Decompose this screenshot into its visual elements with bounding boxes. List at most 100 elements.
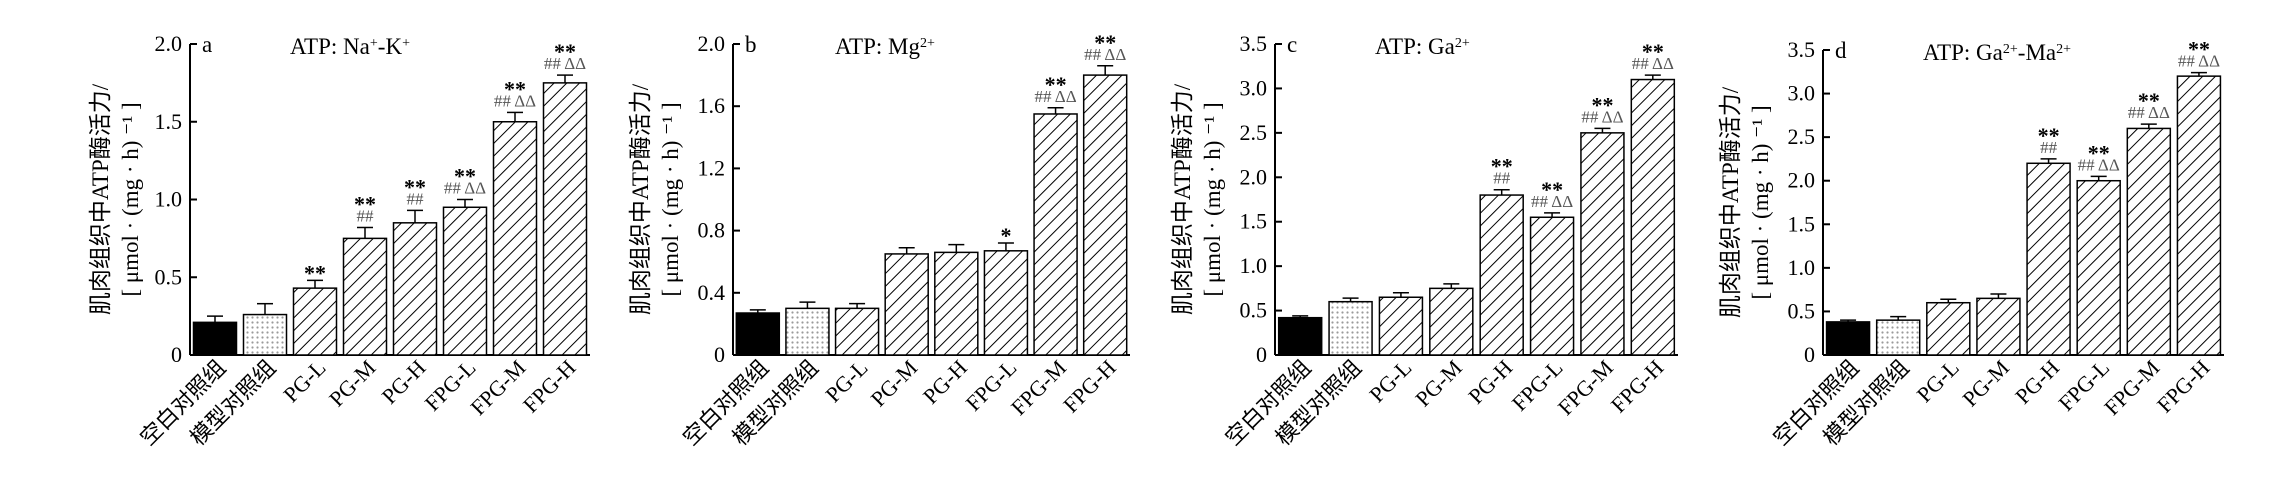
panel-title: ATP: Ga2+ bbox=[1375, 34, 1470, 59]
y-axis-label: 肌肉组织中ATP酶活力/ bbox=[628, 83, 653, 315]
y-tick-label: 1.5 bbox=[1788, 211, 1816, 236]
y-tick-label: 2.0 bbox=[155, 31, 183, 56]
significance-stars: ** bbox=[504, 76, 526, 101]
x-category-label: PG-L bbox=[820, 355, 872, 407]
y-tick-label: 0 bbox=[714, 342, 725, 367]
y-tick-label: 0.4 bbox=[698, 280, 726, 305]
bar-FPG-L bbox=[983, 250, 1029, 356]
significance-hash: ## bbox=[357, 206, 375, 225]
panel-letter: d bbox=[1835, 38, 1847, 63]
significance-stars: ** bbox=[1642, 39, 1664, 64]
x-category-label: PG-L bbox=[1364, 355, 1416, 407]
y-tick-label: 1.6 bbox=[698, 93, 726, 118]
title-superscript: 2+ bbox=[2003, 42, 2018, 57]
title-superscript: 2+ bbox=[2056, 42, 2071, 57]
y-axis-label: 肌肉组织中ATP酶活力/ bbox=[1718, 86, 1743, 318]
y-tick-label: 2.0 bbox=[1788, 168, 1816, 193]
y-tick-label: 1.0 bbox=[1788, 255, 1816, 280]
x-category-label: FPG-H bbox=[1606, 355, 1669, 418]
significance-hash: ## ΔΔ bbox=[2178, 52, 2220, 71]
x-category-label: PG-M bbox=[324, 355, 381, 412]
bar-FPG-L bbox=[2076, 179, 2121, 356]
bar-FPG-M bbox=[1580, 132, 1625, 356]
significance-hash: ## ΔΔ bbox=[2128, 103, 2170, 122]
y-tick-label: 0 bbox=[1804, 342, 1815, 367]
bar-模型对照组 bbox=[1328, 300, 1373, 356]
y-tick-label: 1.2 bbox=[698, 155, 726, 180]
significance-hash: ## ΔΔ bbox=[1084, 45, 1126, 64]
y-tick-label: 1.0 bbox=[1240, 253, 1268, 278]
bar-模型对照组 bbox=[242, 313, 288, 356]
title-text: ATP: Ga bbox=[1375, 34, 1455, 59]
bar-FPG-L bbox=[1529, 216, 1575, 356]
bar-空白对照组 bbox=[192, 321, 238, 356]
bar-FPG-H bbox=[2176, 75, 2222, 356]
y-tick-label: 0.8 bbox=[698, 218, 726, 243]
chart-panel-c: 0 0.5 1.0 1.5 2.0 2.5 3.0 3.5 c ATP: Ga2+ 肌肉组织中ATP… bbox=[1170, 31, 1678, 450]
y-tick-label: 0 bbox=[171, 342, 182, 367]
bar-FPG-M bbox=[2126, 127, 2172, 356]
x-category-label: FPG-M bbox=[465, 355, 530, 420]
y-tick-label: 0.5 bbox=[1240, 298, 1268, 323]
significance-stars: ** bbox=[2188, 37, 2210, 62]
y-tick-label: 3.0 bbox=[1788, 81, 1816, 106]
significance-hash: ## bbox=[1493, 169, 1511, 188]
significance-hash: ## ΔΔ bbox=[444, 179, 486, 198]
bar-模型对照组 bbox=[1875, 319, 1921, 356]
chart-panel-d: 00.51.01.52.02.53.03.5 d ATP: Ga2+-Ma2+肌肉组… bbox=[1718, 37, 2224, 450]
significance-hash: ## ΔΔ bbox=[2078, 155, 2120, 174]
chart-panel-a: 00.51.01.52.0 a ATP: Na+-K+肌肉组织中ATP酶活力/[ μ… bbox=[88, 31, 590, 450]
panel-letter: a bbox=[202, 32, 212, 57]
y-tick-label: 1.5 bbox=[1240, 209, 1268, 234]
title-superscript: + bbox=[370, 36, 378, 51]
bar-模型对照组 bbox=[785, 307, 830, 356]
panel-title: ATP: Na+-K+ bbox=[290, 34, 410, 59]
significance-hash: ## ΔΔ bbox=[1632, 54, 1674, 73]
bar-FPG-L bbox=[442, 206, 488, 356]
significance-stars: * bbox=[1000, 223, 1011, 248]
bar-PG-H bbox=[392, 222, 438, 356]
panel-title: ATP: Mg2+ bbox=[835, 34, 935, 59]
bar-PG-H bbox=[1479, 194, 1524, 356]
significance-stars: ** bbox=[1045, 72, 1067, 97]
significance-stars: ** bbox=[2138, 88, 2160, 113]
bar-空白对照组 bbox=[1825, 321, 1871, 356]
significance-stars: ** bbox=[2088, 140, 2110, 165]
y-tick-label: 1.0 bbox=[155, 187, 183, 212]
y-tick-label: 0.5 bbox=[155, 264, 183, 289]
significance-hash: ## ΔΔ bbox=[1034, 87, 1076, 106]
title-superscript: 2+ bbox=[920, 36, 935, 51]
bar-PG-H bbox=[934, 251, 979, 356]
bar-FPG-M bbox=[1033, 113, 1078, 356]
significance-stars: ** bbox=[354, 191, 376, 216]
significance-hash: ## bbox=[407, 189, 425, 208]
y-tick-label: 0 bbox=[1256, 342, 1267, 367]
title-superscript: 2+ bbox=[1455, 36, 1470, 51]
y-axis-unit-label: [ μmol · (mg · h) ⁻¹ ] bbox=[658, 102, 683, 296]
bar-空白对照组 bbox=[735, 312, 781, 356]
significance-stars: ** bbox=[404, 174, 426, 199]
bar-PG-L bbox=[292, 287, 338, 356]
significance-stars: ** bbox=[1541, 177, 1563, 202]
bar-PG-H bbox=[2026, 162, 2071, 356]
y-tick-label: 0.5 bbox=[1788, 298, 1816, 323]
significance-hash: ## ΔΔ bbox=[544, 54, 586, 73]
x-category-label: FPG-H bbox=[518, 355, 581, 418]
significance-hash: ## ΔΔ bbox=[494, 91, 536, 110]
y-tick-label: 2.5 bbox=[1240, 120, 1268, 145]
bar-PG-L bbox=[834, 307, 880, 356]
bar-PG-L bbox=[1926, 301, 1971, 356]
significance-hash: ## ΔΔ bbox=[1531, 192, 1573, 211]
y-tick-label: 1.5 bbox=[155, 109, 183, 134]
title-text: ATP: Na bbox=[290, 34, 370, 59]
bar-PG-M bbox=[342, 237, 388, 356]
x-category-label: FPG-H bbox=[2152, 355, 2215, 418]
y-axis-unit-label: [ μmol · (mg · h) ⁻¹ ] bbox=[118, 102, 143, 296]
significance-hash: ## bbox=[2040, 138, 2058, 157]
bar-FPG-H bbox=[542, 82, 588, 356]
x-category-label: FPG-M bbox=[1006, 355, 1071, 420]
y-axis-label: 肌肉组织中ATP酶活力/ bbox=[1170, 83, 1195, 315]
x-category-label: FPG-M bbox=[1553, 355, 1618, 420]
bar-FPG-M bbox=[492, 121, 538, 356]
y-tick-label: 2.0 bbox=[698, 31, 726, 56]
